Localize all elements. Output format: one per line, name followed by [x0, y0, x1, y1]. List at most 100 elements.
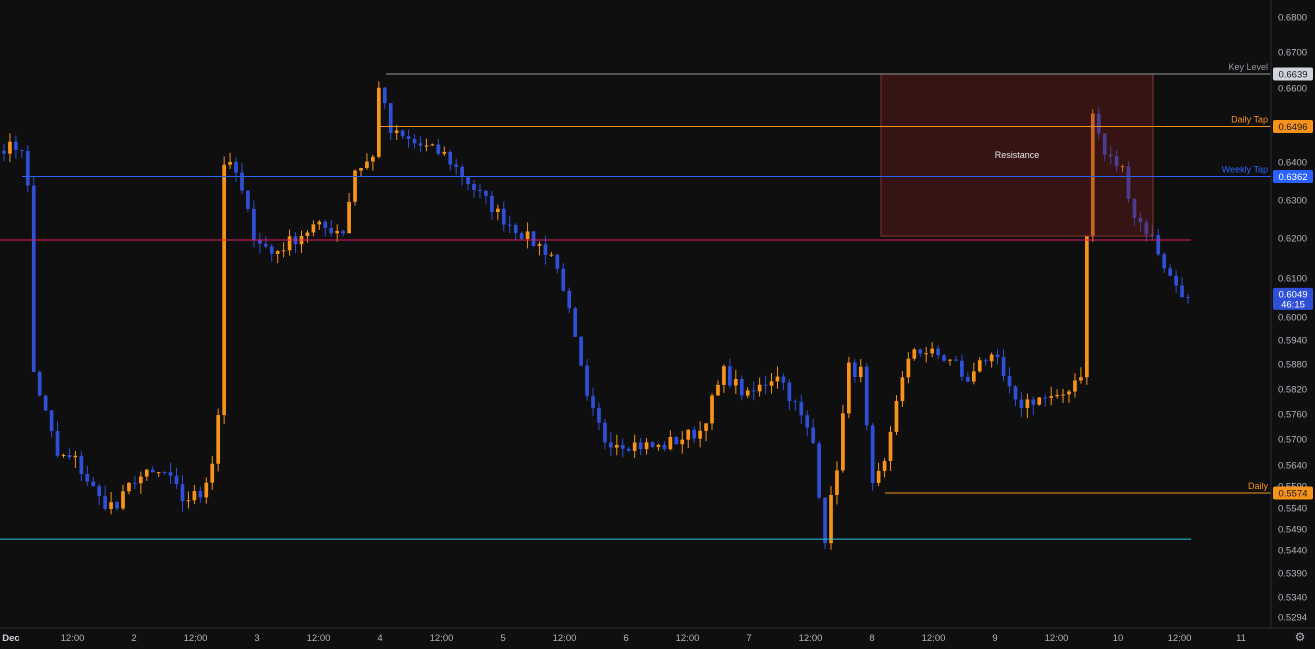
price-tag-badge: [1273, 486, 1313, 500]
candle-body: [1013, 386, 1018, 400]
time-axis-tick: 10: [1113, 633, 1124, 644]
candle-body: [662, 444, 667, 450]
countdown-text: 46:15: [1281, 299, 1305, 310]
time-axis-tick: 11: [1236, 633, 1246, 644]
candle-body: [317, 221, 322, 225]
price-axis-tick: 0.6800: [1278, 13, 1307, 24]
candle-body: [847, 362, 851, 414]
candle-body: [656, 444, 661, 447]
candle-body: [156, 472, 161, 474]
candle-body: [977, 360, 982, 372]
candle-body: [91, 481, 96, 487]
candle-body: [85, 474, 90, 482]
candle-body: [644, 442, 649, 450]
last-price-text: 0.6049: [1278, 289, 1307, 300]
candle-body: [472, 184, 476, 191]
time-axis-tick: 12:00: [430, 633, 454, 644]
price-axis-tick: 0.6300: [1278, 196, 1307, 207]
candle-body: [942, 355, 946, 361]
candle-body: [365, 161, 369, 169]
candle-body: [876, 470, 881, 483]
last-price-badge: [1273, 287, 1313, 310]
candle-body: [1043, 397, 1048, 399]
time-axis-tick: Dec: [2, 633, 19, 644]
price-axis-tick: 0.5540: [1278, 504, 1307, 515]
candle-body: [1019, 399, 1024, 408]
candle-body: [388, 103, 393, 133]
price-axis-tick: 0.6700: [1278, 48, 1307, 59]
price-tag-text: 0.6496: [1278, 122, 1307, 133]
candle-body: [1037, 397, 1042, 405]
candle-body: [138, 476, 143, 484]
candle-body: [912, 349, 917, 359]
candle-body: [61, 454, 66, 456]
candle-body: [924, 353, 929, 355]
resistance-zone: [880, 73, 1154, 237]
price-axis-tick: 0.5490: [1278, 525, 1307, 536]
price-axis-tick: 0.6600: [1278, 84, 1307, 95]
candle-body: [888, 431, 893, 461]
candle-body: [335, 230, 340, 234]
candle-body: [561, 268, 566, 291]
candle-body: [2, 150, 6, 154]
candle-body: [1055, 394, 1059, 397]
candle-body: [305, 232, 310, 236]
candle-body: [728, 366, 732, 386]
candle-body: [513, 224, 518, 234]
candle-body: [597, 408, 601, 423]
candle-body: [900, 377, 905, 402]
candle-body: [567, 290, 572, 309]
candle-body: [484, 190, 488, 196]
candle-body: [1186, 297, 1190, 299]
candle-body: [1162, 254, 1167, 269]
candle-body: [394, 130, 399, 133]
candle-body: [1025, 399, 1030, 408]
candle-body: [115, 502, 119, 509]
candle-body: [1079, 377, 1083, 381]
candle-body: [805, 415, 810, 428]
candle-body: [1001, 357, 1006, 376]
time-axis-tick: 9: [992, 633, 997, 644]
candle-body: [281, 250, 286, 252]
candle-body: [43, 395, 48, 411]
time-axis-tick: 12:00: [307, 633, 331, 644]
candle-body: [109, 502, 113, 509]
time-axis-tick: 2: [131, 633, 136, 644]
candle-body: [960, 360, 964, 377]
candle-body: [103, 496, 107, 509]
candle-body: [1180, 285, 1184, 298]
price-tag-badge: [1273, 67, 1313, 81]
level-label: Daily Tap: [1231, 114, 1268, 124]
candle-body: [460, 166, 464, 177]
candle-body: [549, 254, 554, 256]
time-axis-tick: 8: [869, 633, 874, 644]
time-axis-tick: 12:00: [1045, 633, 1069, 644]
candle-body: [811, 427, 816, 444]
candle-body: [121, 491, 125, 509]
candle-body: [793, 401, 798, 403]
candle-body: [67, 454, 72, 458]
candle-body: [1132, 198, 1137, 218]
candle-body: [31, 185, 36, 372]
time-axis-tick: 12:00: [1168, 633, 1192, 644]
candle-body: [133, 482, 137, 484]
candle-body: [49, 410, 54, 432]
candle-body: [835, 470, 839, 495]
candle-body: [823, 497, 827, 544]
settings-gear-icon[interactable]: ⚙: [1294, 630, 1306, 644]
time-axis-tick: 5: [500, 633, 505, 644]
candle-body: [858, 366, 863, 378]
candle-body: [73, 455, 78, 458]
candle-body: [870, 425, 875, 483]
price-axis-tick: 0.6000: [1278, 313, 1307, 324]
candle-body: [8, 141, 12, 154]
candle-body: [454, 164, 459, 167]
candle-body: [1126, 166, 1131, 199]
price-tag-text: 0.6639: [1278, 69, 1307, 80]
candle-body: [501, 208, 506, 225]
candle-body: [150, 469, 155, 473]
candle-body: [638, 442, 643, 450]
candle-body: [632, 442, 637, 451]
